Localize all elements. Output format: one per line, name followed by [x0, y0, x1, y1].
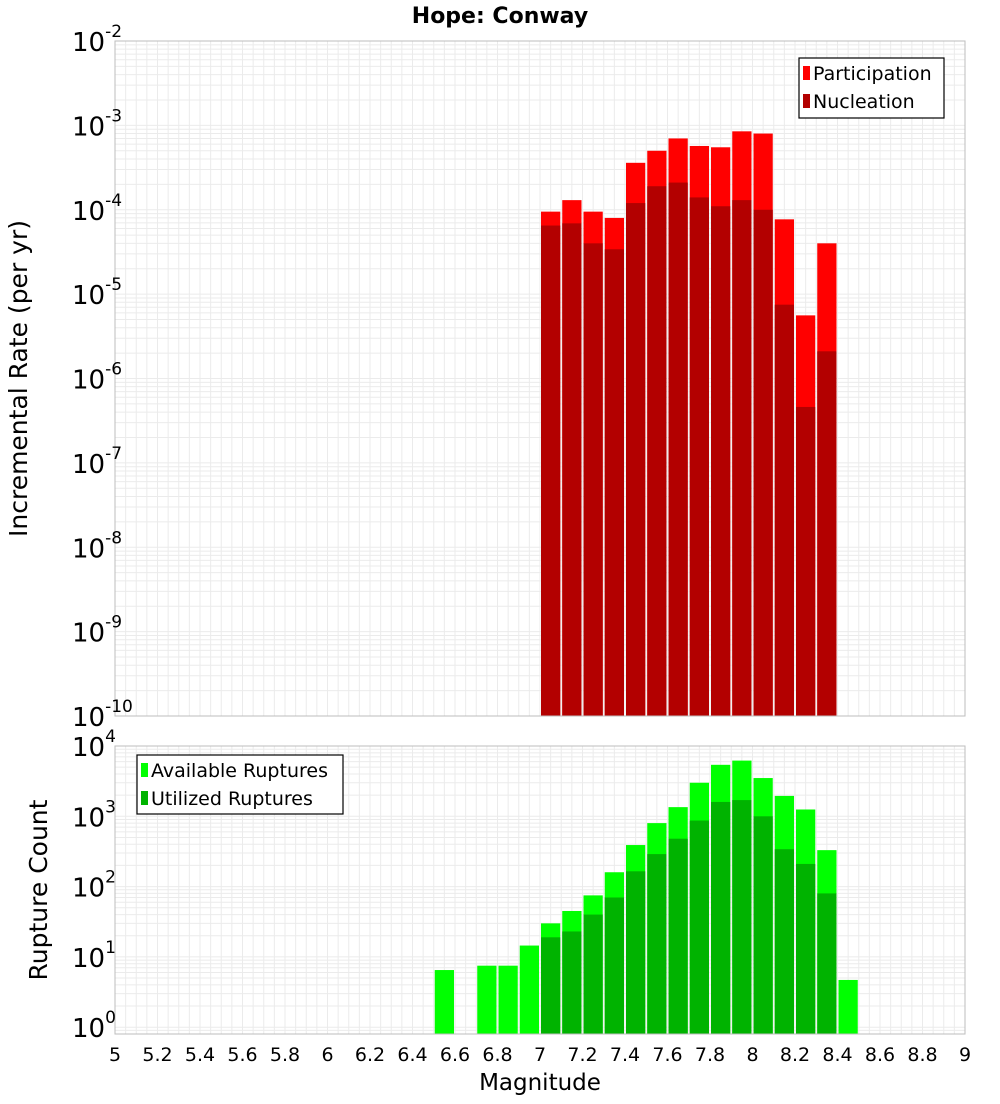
- x-tick-label: 6.2: [355, 1044, 385, 1066]
- legend: Available Ruptures Utilized Ruptures: [136, 754, 344, 815]
- bar: [541, 225, 561, 716]
- bar: [753, 209, 773, 716]
- legend-swatch: [803, 94, 810, 108]
- y-axis-label: Rupture Count: [24, 799, 53, 980]
- chart-title: Hope: Conway: [412, 4, 588, 29]
- y-tick-label: 10-2: [72, 22, 122, 58]
- x-tick-label: 5.6: [227, 1044, 257, 1066]
- legend-label: Nucleation: [813, 91, 915, 113]
- y-tick-label: 10-8: [72, 528, 122, 564]
- legend-label: Available Ruptures: [151, 760, 328, 782]
- bar: [562, 931, 582, 1034]
- legend-swatch: [141, 763, 148, 777]
- x-tick-label: 6: [321, 1044, 333, 1066]
- rate-panel: 10-10 10-9 10-8 10-7 10-6 10-5 10-4 10-3 10-2 Inc…: [4, 4, 966, 733]
- bar: [626, 203, 646, 716]
- x-tick-label: 6.4: [397, 1044, 427, 1066]
- bar: [626, 871, 646, 1034]
- bar: [583, 914, 603, 1034]
- x-tick-label: 8.2: [780, 1044, 810, 1066]
- y-tick-label: 104: [72, 727, 116, 763]
- y-tick-label: 102: [72, 868, 116, 904]
- x-tick-label: 8.4: [822, 1044, 852, 1066]
- bar: [668, 838, 688, 1034]
- bar: [732, 800, 752, 1034]
- x-tick-label: 8.8: [907, 1044, 937, 1066]
- bar: [498, 965, 518, 1034]
- bar: [434, 970, 454, 1034]
- y-tick-label: 10-3: [72, 106, 122, 142]
- x-tick-label: 5.8: [270, 1044, 300, 1066]
- bar: [711, 206, 731, 716]
- y-tick-label: 10-7: [72, 444, 122, 480]
- x-tick-label: 6.8: [482, 1044, 512, 1066]
- bar: [817, 893, 837, 1034]
- y-tick-label: 10-5: [72, 275, 122, 311]
- bar: [562, 223, 582, 716]
- y-tick-label: 10-4: [72, 191, 122, 227]
- bar: [753, 816, 773, 1034]
- bar: [796, 863, 816, 1034]
- bar: [689, 820, 709, 1034]
- x-tick-label: 9: [959, 1044, 971, 1066]
- bar: [604, 249, 624, 716]
- x-tick-label: 5.2: [142, 1044, 172, 1066]
- x-tick-label: 7.6: [652, 1044, 682, 1066]
- gridlines: [114, 40, 966, 717]
- y-tick-label: 100: [72, 1008, 116, 1044]
- legend: Participation Nucleation: [798, 57, 945, 119]
- bar: [817, 351, 837, 716]
- y-tick-label: 10-9: [72, 613, 122, 649]
- bar: [732, 200, 752, 716]
- y-tick-label: 103: [72, 797, 116, 833]
- x-tick-label: 7.4: [610, 1044, 640, 1066]
- bar: [711, 801, 731, 1034]
- x-tick-label: 7.2: [567, 1044, 597, 1066]
- bar: [689, 197, 709, 717]
- series-nucleation: [541, 182, 837, 717]
- bar: [583, 243, 603, 717]
- x-tick-label: 8: [746, 1044, 758, 1066]
- x-tick-label: 8.6: [865, 1044, 895, 1066]
- plot-frame: [114, 40, 966, 717]
- x-axis-label: Magnitude: [479, 1070, 601, 1096]
- legend-swatch: [141, 791, 148, 805]
- x-tick-label: 6.6: [440, 1044, 470, 1066]
- bar: [604, 897, 624, 1034]
- bar: [477, 965, 497, 1034]
- bar: [541, 937, 561, 1034]
- series-utilized-ruptures: [541, 800, 837, 1034]
- bar: [838, 979, 858, 1034]
- legend-label: Participation: [813, 63, 932, 85]
- x-tick-label: 5: [109, 1044, 121, 1066]
- bar: [668, 182, 688, 716]
- y-tick-label: 10-6: [72, 360, 122, 396]
- y-axis-label: Incremental Rate (per yr): [4, 220, 33, 537]
- y-tick-label: 10-10: [72, 697, 133, 733]
- bar: [647, 854, 667, 1034]
- y-tick-label: 101: [72, 938, 116, 974]
- bar: [774, 304, 794, 716]
- x-tick-label: 7: [534, 1044, 546, 1066]
- x-tick-label: 7.8: [695, 1044, 725, 1066]
- bar: [774, 849, 794, 1034]
- legend-label: Utilized Ruptures: [151, 788, 313, 810]
- count-panel: 100 101 102 103 104 Rupture Count 5 5.2 5.4 5.6 5.…: [24, 727, 971, 1096]
- bar: [647, 186, 667, 716]
- legend-swatch: [803, 66, 810, 80]
- x-tick-label: 5.4: [185, 1044, 215, 1066]
- bar: [796, 406, 816, 716]
- bar: [519, 945, 539, 1034]
- plot-frame: [114, 745, 966, 1035]
